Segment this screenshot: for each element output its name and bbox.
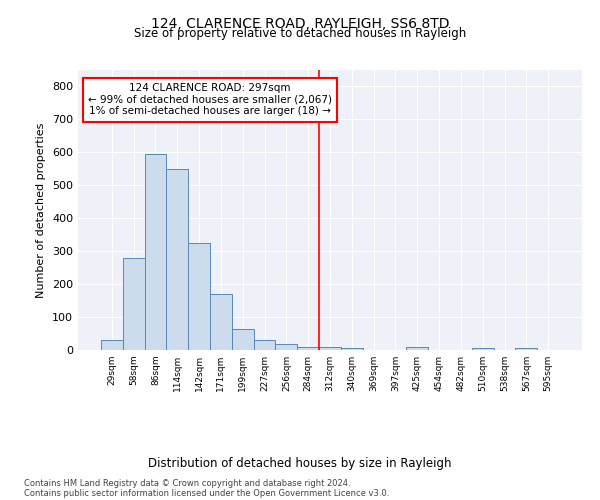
Bar [232,328,254,350]
Bar [341,348,363,350]
Bar [188,243,210,350]
Bar [406,348,428,350]
Bar [166,169,188,350]
Text: Distribution of detached houses by size in Rayleigh: Distribution of detached houses by size … [148,458,452,470]
Y-axis label: Number of detached properties: Number of detached properties [37,122,46,298]
Bar [319,348,341,350]
Text: Size of property relative to detached houses in Rayleigh: Size of property relative to detached ho… [134,28,466,40]
Text: 124 CLARENCE ROAD: 297sqm
← 99% of detached houses are smaller (2,067)
1% of sem: 124 CLARENCE ROAD: 297sqm ← 99% of detac… [88,83,332,116]
Bar [275,344,297,350]
Bar [210,294,232,350]
Text: Contains HM Land Registry data © Crown copyright and database right 2024.: Contains HM Land Registry data © Crown c… [24,479,350,488]
Text: Contains public sector information licensed under the Open Government Licence v3: Contains public sector information licen… [24,489,389,498]
Bar [123,258,145,350]
Text: 124, CLARENCE ROAD, RAYLEIGH, SS6 8TD: 124, CLARENCE ROAD, RAYLEIGH, SS6 8TD [151,18,449,32]
Bar [145,154,166,350]
Bar [254,340,275,350]
Bar [472,348,494,350]
Bar [515,348,537,350]
Bar [101,340,123,350]
Bar [297,346,319,350]
